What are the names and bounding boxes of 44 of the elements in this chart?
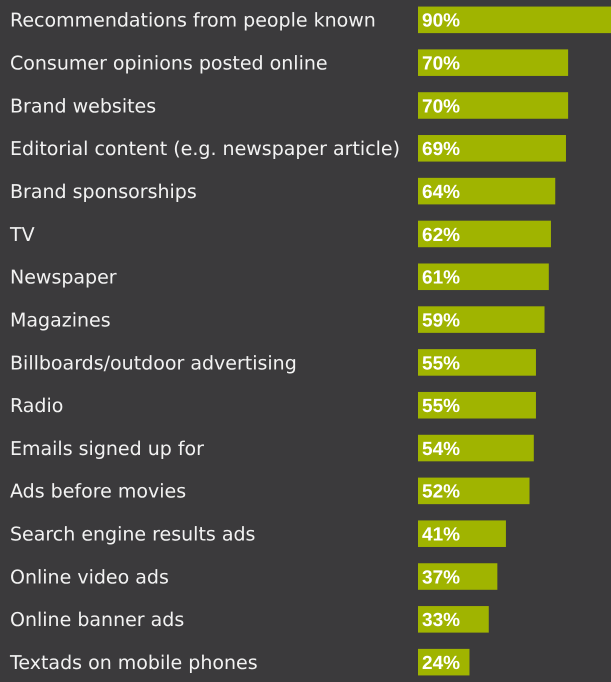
bar xyxy=(418,306,545,333)
y-tick-label: Brand sponsorships xyxy=(10,180,197,203)
bar xyxy=(418,49,568,76)
data-label: 70% xyxy=(422,96,460,118)
y-tick-label: Emails signed up for xyxy=(10,438,204,460)
y-tick-label: Online video ads xyxy=(10,566,169,588)
bar xyxy=(418,6,611,34)
data-label: 64% xyxy=(422,182,460,203)
data-label: 61% xyxy=(422,268,460,289)
bar xyxy=(418,349,536,376)
y-tick-label: Recommendations from people known xyxy=(10,10,376,32)
y-tick-label: Brand websites xyxy=(10,95,156,118)
y-tick-label: Magazines xyxy=(10,309,111,332)
y-tick-label: Search engine results ads xyxy=(10,524,256,546)
data-label: 70% xyxy=(422,54,460,74)
y-tick-label: Online banner ads xyxy=(10,609,184,632)
y-tick-label: Newspaper xyxy=(10,266,117,289)
y-tick-label: TV xyxy=(9,224,35,246)
bar xyxy=(418,478,530,504)
data-label: 55% xyxy=(422,396,460,418)
data-label: 54% xyxy=(422,438,460,460)
y-tick-label: Textads on mobile phones xyxy=(9,652,258,674)
y-tick-label: Ads before movies xyxy=(10,480,186,503)
data-label: 52% xyxy=(422,482,460,503)
data-label: 24% xyxy=(422,653,460,674)
data-label: 37% xyxy=(422,567,460,588)
bar xyxy=(418,178,556,204)
y-tick-label: Consumer opinions posted online xyxy=(10,52,328,74)
y-tick-label: Radio xyxy=(10,395,64,418)
y-tick-label: Editorial content (e.g. newspaper article) xyxy=(10,138,400,160)
data-label: 62% xyxy=(422,224,460,246)
bar xyxy=(418,392,536,419)
bar xyxy=(418,220,551,248)
data-label: 69% xyxy=(422,139,460,160)
data-label: 59% xyxy=(422,310,460,332)
data-label: 90% xyxy=(422,10,460,32)
data-label: 55% xyxy=(422,353,460,374)
bar xyxy=(418,92,568,119)
y-tick-label: Billboards/outdoor advertising xyxy=(10,352,297,374)
bar xyxy=(418,135,566,162)
data-label: 41% xyxy=(422,524,460,546)
data-label: 33% xyxy=(422,610,460,632)
bar xyxy=(418,263,549,290)
bar xyxy=(418,434,534,462)
